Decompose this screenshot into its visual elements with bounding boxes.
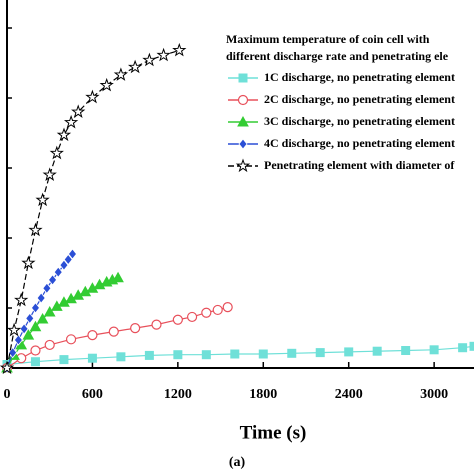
data-point: [56, 127, 72, 142]
legend-label: 2C discharge, no penetrating element: [264, 92, 455, 106]
legend-marker: [237, 115, 249, 127]
data-point: [142, 52, 157, 67]
data-point: [49, 145, 64, 160]
x-tick-label: 1200: [164, 387, 192, 402]
data-point: [28, 222, 43, 237]
data-point: [36, 312, 49, 324]
data-point: [201, 307, 212, 318]
x-tick-label: 3000: [420, 387, 448, 402]
data-point: [108, 326, 119, 337]
data-point: [116, 352, 126, 362]
data-point: [19, 323, 29, 335]
data-point: [173, 350, 183, 360]
data-point: [99, 77, 114, 92]
data-point: [212, 304, 223, 316]
data-point: [22, 329, 35, 340]
legend-marker: [238, 73, 248, 83]
data-point: [230, 349, 240, 359]
data-point: [315, 348, 325, 358]
data-point: [43, 306, 56, 317]
data-point: [469, 341, 474, 351]
data-point: [48, 274, 58, 286]
data-point: [65, 334, 77, 345]
legend-title: different discharge rate and penetrating…: [226, 49, 449, 63]
data-point: [0, 360, 15, 375]
data-point: [42, 167, 57, 182]
x-axis-label: Time (s): [240, 422, 307, 443]
data-point: [144, 350, 154, 360]
data-point: [63, 114, 79, 129]
data-point: [172, 42, 187, 57]
data-point: [156, 47, 171, 62]
data-point: [71, 104, 86, 119]
data-point: [151, 319, 162, 330]
data-point: [25, 312, 35, 324]
data-point: [30, 357, 40, 367]
data-point: [53, 266, 63, 278]
data-point: [87, 330, 98, 341]
data-point: [130, 323, 141, 334]
data-point: [258, 349, 268, 359]
x-tick-label: 0: [4, 387, 11, 402]
legend-marker: [237, 94, 249, 106]
legend-marker: [238, 138, 248, 150]
data-point: [458, 343, 468, 353]
data-point: [113, 67, 129, 81]
legend-title: Maximum temperature of coin cell with: [226, 32, 430, 46]
data-point: [67, 248, 78, 260]
legend-label: 4C discharge, no penetrating element: [264, 136, 455, 150]
data-point: [186, 311, 198, 323]
legend-label: 1C discharge, no penetrating element: [264, 70, 455, 84]
data-point: [429, 345, 439, 355]
x-tick-label: 600: [82, 387, 103, 402]
data-point: [59, 259, 69, 271]
data-point: [30, 345, 41, 356]
data-point: [172, 314, 183, 325]
series-line: [6, 345, 474, 366]
data-point: [127, 59, 143, 74]
data-point: [87, 353, 97, 363]
data-point: [21, 255, 36, 270]
data-point: [222, 302, 233, 313]
data-point: [29, 320, 42, 332]
data-point: [287, 348, 297, 358]
data-point: [35, 192, 50, 207]
data-point: [401, 346, 411, 356]
data-point: [372, 346, 382, 356]
data-point: [14, 292, 29, 307]
data-point: [112, 271, 124, 283]
legend-label: 3C discharge, no penetrating element: [264, 114, 455, 128]
data-point: [6, 322, 22, 337]
data-point: [63, 253, 73, 266]
data-point: [36, 292, 46, 304]
legend-marker: [235, 158, 251, 173]
data-point: [344, 347, 354, 357]
data-point: [59, 355, 69, 365]
data-point: [201, 350, 211, 360]
data-point: [85, 89, 100, 104]
data-point: [42, 282, 52, 294]
data-point: [13, 334, 23, 346]
data-point: [44, 339, 55, 351]
data-point: [30, 302, 40, 314]
caption: (a): [229, 455, 246, 470]
legend-label: Penetrating element with diameter of: [264, 158, 455, 172]
x-tick-label: 1800: [249, 387, 277, 402]
x-tick-label: 2400: [335, 387, 363, 402]
